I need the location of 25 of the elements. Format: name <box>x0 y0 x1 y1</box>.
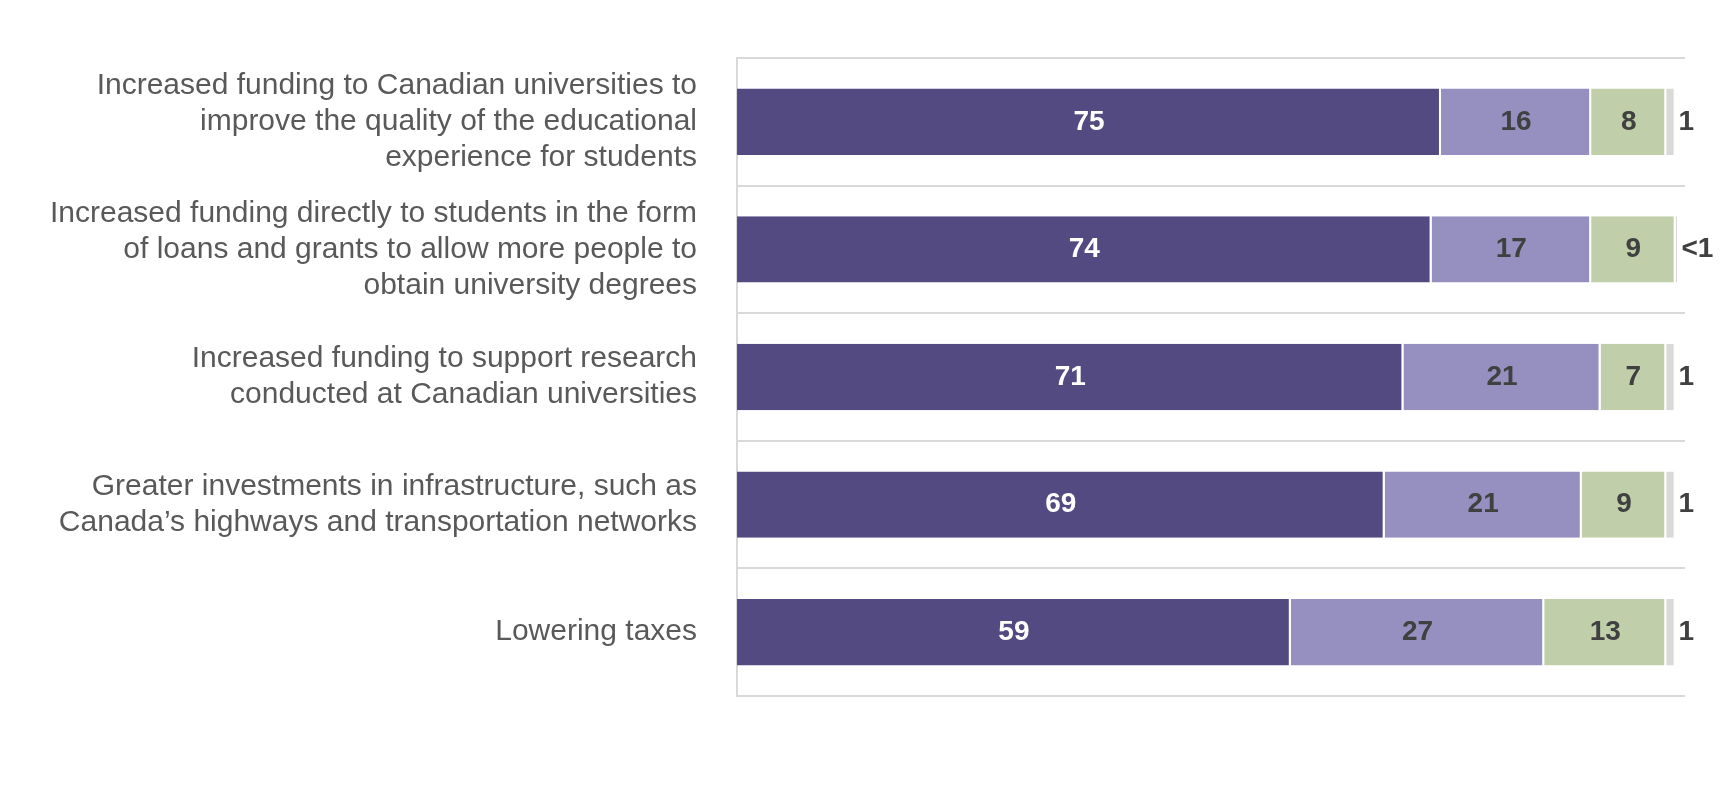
data-label: <1 <box>1681 232 1714 264</box>
data-label: 16 <box>1500 104 1532 136</box>
y-tick-label: Lowering taxes <box>495 613 698 647</box>
y-tick-label: Increased funding to Canadian universities to improve the quality of the educational experience for students <box>96 67 698 173</box>
data-label: 1 <box>1678 614 1695 646</box>
y-tick-label: Increased funding to support research conducted at Canadian universities <box>191 340 698 410</box>
data-label: 59 <box>998 614 1030 646</box>
data-label: 74 <box>1068 232 1101 264</box>
data-label: 1 <box>1678 359 1695 391</box>
data-label: 75 <box>1073 104 1105 136</box>
data-label: 9 <box>1616 487 1632 519</box>
data-label: 71 <box>1054 359 1086 391</box>
data-label: 8 <box>1620 104 1637 136</box>
data-label: 9 <box>1625 232 1642 264</box>
data-label: 1 <box>1678 487 1695 519</box>
y-tick-label: Increased funding directly to students in the form of loans and grants to allow more people to obtain university degrees <box>49 194 698 300</box>
data-label: 21 <box>1467 487 1499 519</box>
y-tick-label: Greater investments in infrastructure, such as Canada’s highways and transportation networks <box>58 467 698 537</box>
data-label: 17 <box>1495 232 1527 264</box>
data-label: 1 <box>1678 104 1695 136</box>
data-label: 7 <box>1625 359 1642 391</box>
data-label: 13 <box>1589 614 1621 646</box>
data-label: 27 <box>1401 614 1434 646</box>
data-label: 69 <box>1045 487 1077 519</box>
data-label: 21 <box>1486 359 1518 391</box>
